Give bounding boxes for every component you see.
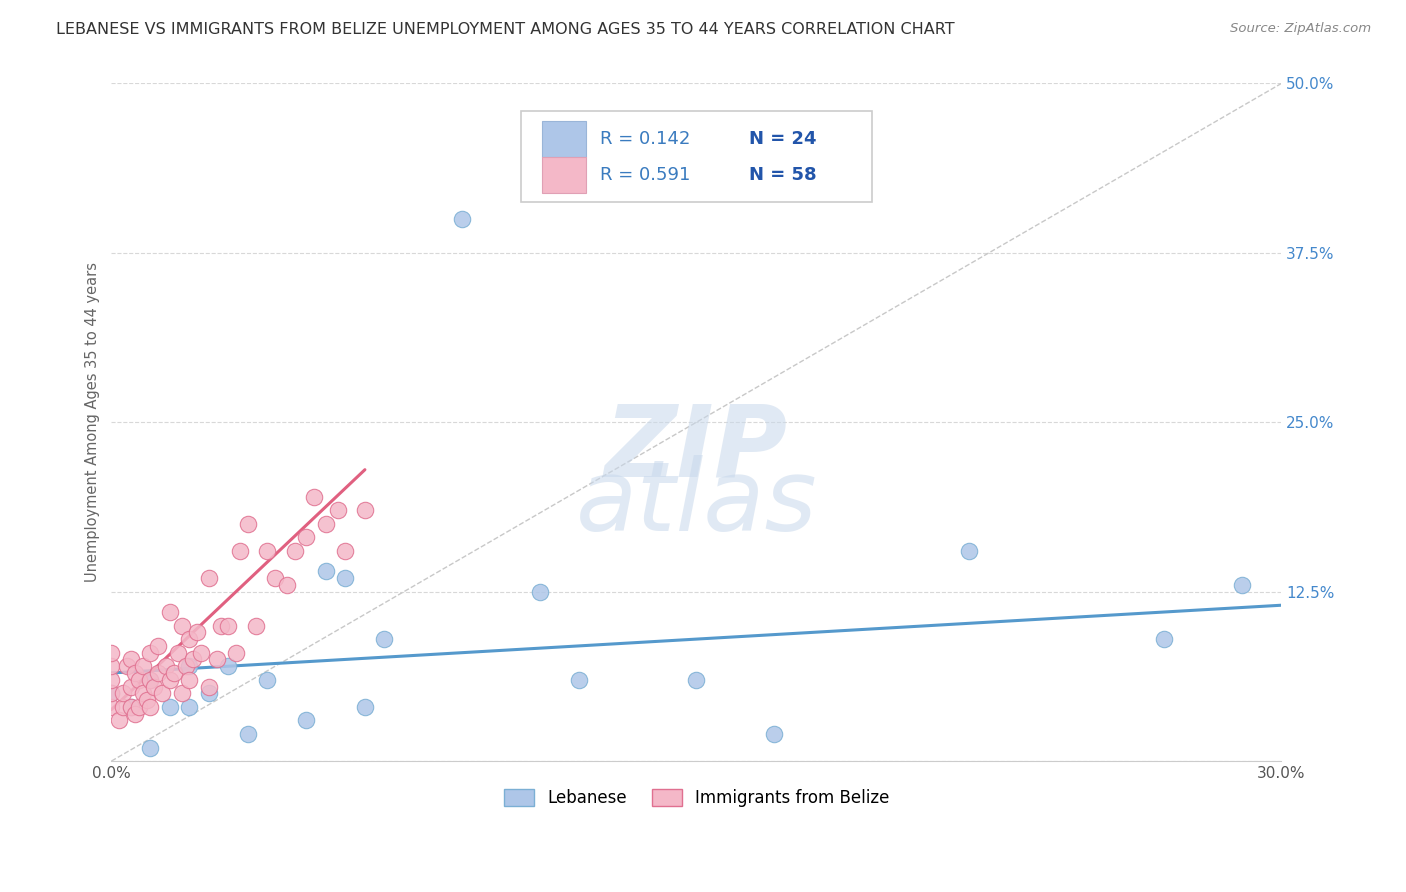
Point: [256, 544, 278, 558]
Text: ZIP: ZIP: [605, 401, 787, 498]
Point: [170, 686, 193, 700]
Point: [1153, 632, 1175, 646]
Point: [128, 699, 150, 714]
Point: [139, 699, 162, 714]
Point: [179, 699, 201, 714]
Point: [295, 714, 318, 728]
Point: [315, 565, 337, 579]
Point: [100, 699, 122, 714]
Text: R = 0.142: R = 0.142: [600, 130, 690, 148]
Point: [198, 686, 221, 700]
Point: [124, 665, 146, 680]
Point: [236, 727, 259, 741]
Point: [148, 665, 170, 680]
Text: Source: ZipAtlas.com: Source: ZipAtlas.com: [1230, 22, 1371, 36]
Point: [100, 673, 122, 687]
Point: [124, 706, 146, 721]
Point: [170, 618, 193, 632]
Point: [529, 584, 551, 599]
Point: [112, 699, 135, 714]
Point: [143, 680, 166, 694]
Point: [205, 652, 228, 666]
Point: [295, 531, 318, 545]
Text: atlas: atlas: [575, 455, 817, 552]
Point: [198, 680, 221, 694]
Point: [163, 665, 186, 680]
Point: [166, 646, 188, 660]
Point: [179, 659, 201, 673]
Point: [335, 544, 357, 558]
Point: [159, 673, 181, 687]
Point: [179, 632, 201, 646]
Point: [373, 632, 395, 646]
Point: [763, 727, 786, 741]
Bar: [541, 121, 586, 157]
Point: [148, 639, 170, 653]
Point: [139, 673, 162, 687]
Point: [135, 693, 157, 707]
Point: [225, 646, 247, 660]
Point: [315, 516, 337, 531]
Bar: [541, 157, 586, 193]
Point: [354, 503, 377, 517]
Point: [100, 659, 122, 673]
Point: [131, 686, 153, 700]
Text: N = 24: N = 24: [749, 130, 817, 148]
Point: [120, 699, 142, 714]
Point: [115, 659, 138, 673]
Text: R = 0.591: R = 0.591: [600, 166, 690, 184]
Point: [139, 740, 162, 755]
Point: [120, 699, 142, 714]
Point: [100, 646, 122, 660]
Point: [229, 544, 252, 558]
Point: [302, 490, 325, 504]
Point: [264, 571, 287, 585]
Point: [159, 699, 181, 714]
Text: LEBANESE VS IMMIGRANTS FROM BELIZE UNEMPLOYMENT AMONG AGES 35 TO 44 YEARS CORREL: LEBANESE VS IMMIGRANTS FROM BELIZE UNEMP…: [56, 22, 955, 37]
Point: [335, 571, 357, 585]
Point: [354, 699, 377, 714]
Point: [128, 673, 150, 687]
Point: [139, 673, 162, 687]
Point: [150, 686, 173, 700]
Point: [217, 659, 239, 673]
Bar: [520, 111, 872, 202]
Text: N = 58: N = 58: [749, 166, 817, 184]
Point: [451, 211, 474, 226]
Point: [284, 544, 307, 558]
Point: [245, 618, 267, 632]
Point: [174, 659, 197, 673]
Point: [181, 652, 204, 666]
Point: [957, 544, 980, 558]
Point: [131, 659, 153, 673]
Point: [139, 646, 162, 660]
Point: [186, 625, 208, 640]
Point: [120, 680, 142, 694]
Point: [568, 673, 591, 687]
Point: [108, 714, 131, 728]
Point: [159, 605, 181, 619]
Point: [1232, 578, 1254, 592]
Point: [155, 659, 177, 673]
Point: [256, 673, 278, 687]
Point: [217, 618, 239, 632]
Y-axis label: Unemployment Among Ages 35 to 44 years: Unemployment Among Ages 35 to 44 years: [86, 262, 100, 582]
Point: [179, 673, 201, 687]
Point: [120, 652, 142, 666]
Point: [100, 686, 122, 700]
Point: [198, 571, 221, 585]
Point: [326, 503, 349, 517]
Point: [190, 646, 212, 660]
Legend: Lebanese, Immigrants from Belize: Lebanese, Immigrants from Belize: [496, 782, 896, 814]
Point: [112, 686, 135, 700]
Point: [100, 686, 122, 700]
Point: [209, 618, 232, 632]
Point: [685, 673, 707, 687]
Point: [276, 578, 298, 592]
Point: [236, 516, 259, 531]
